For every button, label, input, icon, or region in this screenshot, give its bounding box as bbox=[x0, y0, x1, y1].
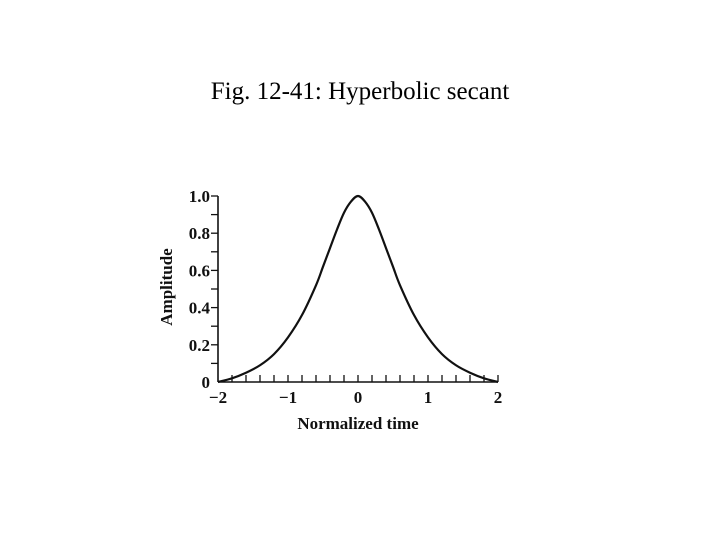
y-tick-label: 0.6 bbox=[189, 261, 210, 280]
series-line-1 bbox=[217, 194, 499, 384]
chart-axes bbox=[217, 196, 498, 383]
y-tick-label: 0.4 bbox=[189, 299, 211, 318]
chart-ticks bbox=[211, 195, 499, 382]
figure-title: Fig. 12-41: Hyperbolic secant bbox=[210, 78, 510, 105]
y-tick-label: 0.2 bbox=[189, 336, 210, 355]
y-axis-label: Amplitude bbox=[157, 248, 176, 326]
y-tick-label: 0.8 bbox=[189, 224, 210, 243]
x-tick-label: −1 bbox=[279, 388, 297, 407]
x-tick-label: 0 bbox=[354, 388, 363, 407]
x-tick-label: 2 bbox=[494, 388, 503, 407]
x-tick-label: 1 bbox=[424, 388, 433, 407]
chart-series bbox=[217, 194, 499, 384]
chart-tick-labels: 0 0.2 0.4 0.6 0.8 1.0 −2 −1 0 1 2 bbox=[189, 187, 503, 407]
y-tick-label: 1.0 bbox=[189, 187, 210, 206]
x-axis-label: Normalized time bbox=[297, 414, 419, 433]
x-tick-label: −2 bbox=[209, 388, 227, 407]
y-tick-label: 0 bbox=[202, 373, 211, 392]
